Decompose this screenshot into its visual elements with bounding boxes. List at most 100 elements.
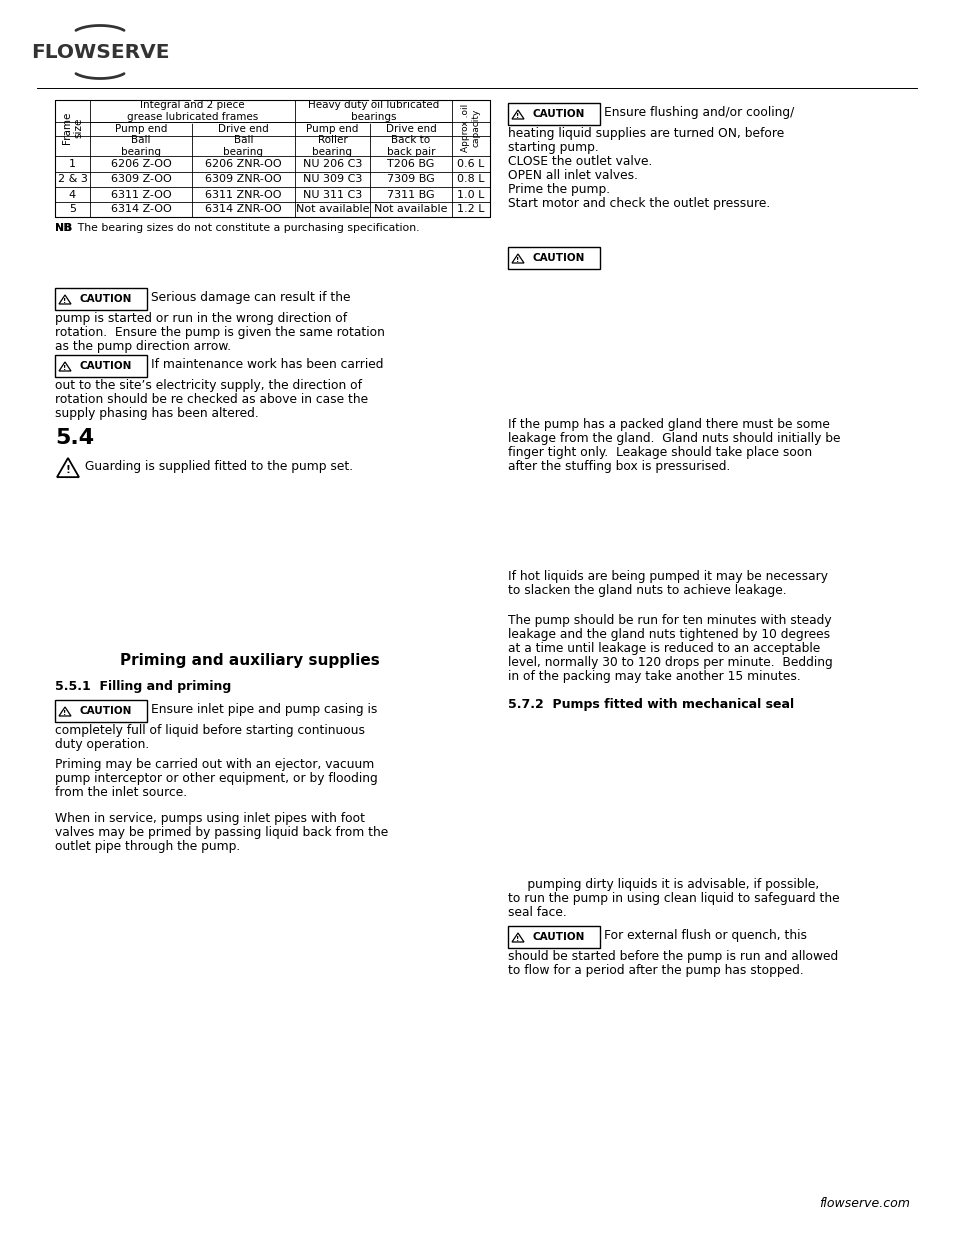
Text: CAUTION: CAUTION [533,253,585,263]
Text: !: ! [66,466,71,475]
Text: Not available: Not available [295,205,369,215]
Text: outlet pipe through the pump.: outlet pipe through the pump. [55,840,240,853]
Text: finger tight only.  Leakage should take place soon: finger tight only. Leakage should take p… [507,446,811,459]
Text: Heavy duty oil lubricated
bearings: Heavy duty oil lubricated bearings [308,100,438,122]
Text: 4: 4 [69,189,76,200]
Text: 6206 ZNR-OO: 6206 ZNR-OO [205,159,281,169]
Text: For external flush or quench, this: For external flush or quench, this [603,929,806,942]
Text: !: ! [63,298,67,304]
Text: 7311 BG: 7311 BG [387,189,435,200]
Text: rotation should be re checked as above in case the: rotation should be re checked as above i… [55,393,368,406]
Text: Ensure flushing and/or cooling/: Ensure flushing and/or cooling/ [603,106,794,119]
Text: to slacken the gland nuts to achieve leakage.: to slacken the gland nuts to achieve lea… [507,584,786,597]
Text: 6309 Z-OO: 6309 Z-OO [111,174,172,184]
Text: When in service, pumps using inlet pipes with foot: When in service, pumps using inlet pipes… [55,811,365,825]
Text: NU 206 C3: NU 206 C3 [302,159,362,169]
Text: heating liquid supplies are turned ON, before: heating liquid supplies are turned ON, b… [507,127,783,140]
Text: pumping dirty liquids it is advisable, if possible,: pumping dirty liquids it is advisable, i… [507,878,819,890]
Text: If maintenance work has been carried: If maintenance work has been carried [151,358,383,370]
Text: NB  The bearing sizes do not constitute a purchasing specification.: NB The bearing sizes do not constitute a… [55,224,419,233]
Text: Guarding is supplied fitted to the pump set.: Guarding is supplied fitted to the pump … [85,459,353,473]
Text: NU 311 C3: NU 311 C3 [302,189,362,200]
Text: after the stuffing box is pressurised.: after the stuffing box is pressurised. [507,459,730,473]
Text: 0.8 L: 0.8 L [456,174,484,184]
Text: 7309 BG: 7309 BG [387,174,435,184]
Text: If hot liquids are being pumped it may be necessary: If hot liquids are being pumped it may b… [507,571,827,583]
Text: 5.7.2  Pumps fitted with mechanical seal: 5.7.2 Pumps fitted with mechanical seal [507,698,793,711]
Text: to run the pump in using clean liquid to safeguard the: to run the pump in using clean liquid to… [507,892,839,905]
Bar [507,103,599,125]
Text: Not available: Not available [374,205,447,215]
Text: CAUTION: CAUTION [533,109,585,119]
Text: 6311 ZNR-OO: 6311 ZNR-OO [205,189,281,200]
Text: NB: NB [55,224,72,233]
Text: 5.5.1  Filling and priming: 5.5.1 Filling and priming [55,680,231,693]
Text: CLOSE the outlet valve.: CLOSE the outlet valve. [507,156,652,168]
Text: 5.4: 5.4 [55,429,94,448]
Text: Roller
bearing: Roller bearing [313,135,352,157]
Text: 2 & 3: 2 & 3 [57,174,88,184]
Text: Ball
bearing: Ball bearing [121,135,161,157]
Bar [55,100,490,217]
Text: rotation.  Ensure the pump is given the same rotation: rotation. Ensure the pump is given the s… [55,326,384,338]
Text: Drive end: Drive end [385,124,436,135]
Text: Approx .oil
capacity: Approx .oil capacity [461,104,480,152]
Text: from the inlet source.: from the inlet source. [55,785,187,799]
Text: Pump end: Pump end [114,124,167,135]
Text: !: ! [516,257,519,263]
Text: 5: 5 [69,205,76,215]
Text: 6314 ZNR-OO: 6314 ZNR-OO [205,205,281,215]
Bar [507,247,599,269]
Text: CAUTION: CAUTION [80,294,132,304]
Text: pump is started or run in the wrong direction of: pump is started or run in the wrong dire… [55,312,347,325]
Text: Priming and auxiliary supplies: Priming and auxiliary supplies [120,653,379,668]
Text: in of the packing may take another 15 minutes.: in of the packing may take another 15 mi… [507,671,800,683]
Text: as the pump direction arrow.: as the pump direction arrow. [55,340,231,353]
Text: 0.6 L: 0.6 L [456,159,484,169]
Text: level, normally 30 to 120 drops per minute.  Bedding: level, normally 30 to 120 drops per minu… [507,656,832,669]
Text: CAUTION: CAUTION [533,932,585,942]
Text: flowserve.com: flowserve.com [819,1197,909,1210]
Text: seal face.: seal face. [507,906,566,919]
Text: OPEN all inlet valves.: OPEN all inlet valves. [507,169,638,182]
Text: 1.2 L: 1.2 L [456,205,484,215]
Text: CAUTION: CAUTION [80,361,132,370]
Text: Prime the pump.: Prime the pump. [507,183,610,196]
Text: Ball
bearing: Ball bearing [223,135,263,157]
Text: The pump should be run for ten minutes with steady: The pump should be run for ten minutes w… [507,614,831,627]
Bar [507,926,599,948]
Bar [55,354,147,377]
Text: Drive end: Drive end [218,124,269,135]
Text: Start motor and check the outlet pressure.: Start motor and check the outlet pressur… [507,198,769,210]
Text: should be started before the pump is run and allowed: should be started before the pump is run… [507,950,838,963]
Text: 6311 Z-OO: 6311 Z-OO [111,189,172,200]
Text: 1.0 L: 1.0 L [456,189,484,200]
Text: !: ! [63,710,67,716]
Text: FLOWSERVE: FLOWSERVE [30,42,169,62]
Text: !: ! [516,936,519,942]
Text: Frame
size: Frame size [62,112,83,144]
Text: !: ! [63,366,67,370]
Text: Serious damage can result if the: Serious damage can result if the [151,291,350,304]
Text: T206 BG: T206 BG [387,159,435,169]
Text: starting pump.: starting pump. [507,141,598,154]
Text: supply phasing has been altered.: supply phasing has been altered. [55,408,258,420]
Text: If the pump has a packed gland there must be some: If the pump has a packed gland there mus… [507,417,829,431]
Text: Back to
back pair: Back to back pair [386,135,435,157]
Text: 6206 Z-OO: 6206 Z-OO [111,159,172,169]
Text: Pump end: Pump end [306,124,358,135]
Text: 6309 ZNR-OO: 6309 ZNR-OO [205,174,281,184]
Text: out to the site’s electricity supply, the direction of: out to the site’s electricity supply, th… [55,379,361,391]
Text: leakage and the gland nuts tightened by 10 degrees: leakage and the gland nuts tightened by … [507,629,829,641]
Bar [55,700,147,722]
Text: at a time until leakage is reduced to an acceptable: at a time until leakage is reduced to an… [507,642,820,655]
Text: Priming may be carried out with an ejector, vacuum: Priming may be carried out with an eject… [55,758,374,771]
Text: pump interceptor or other equipment, or by flooding: pump interceptor or other equipment, or … [55,772,377,785]
Text: !: ! [516,112,519,119]
Text: CAUTION: CAUTION [80,706,132,716]
Text: valves may be primed by passing liquid back from the: valves may be primed by passing liquid b… [55,826,388,839]
Text: leakage from the gland.  Gland nuts should initially be: leakage from the gland. Gland nuts shoul… [507,432,840,445]
Bar [55,288,147,310]
Text: completely full of liquid before starting continuous: completely full of liquid before startin… [55,724,365,737]
Text: 1: 1 [69,159,76,169]
